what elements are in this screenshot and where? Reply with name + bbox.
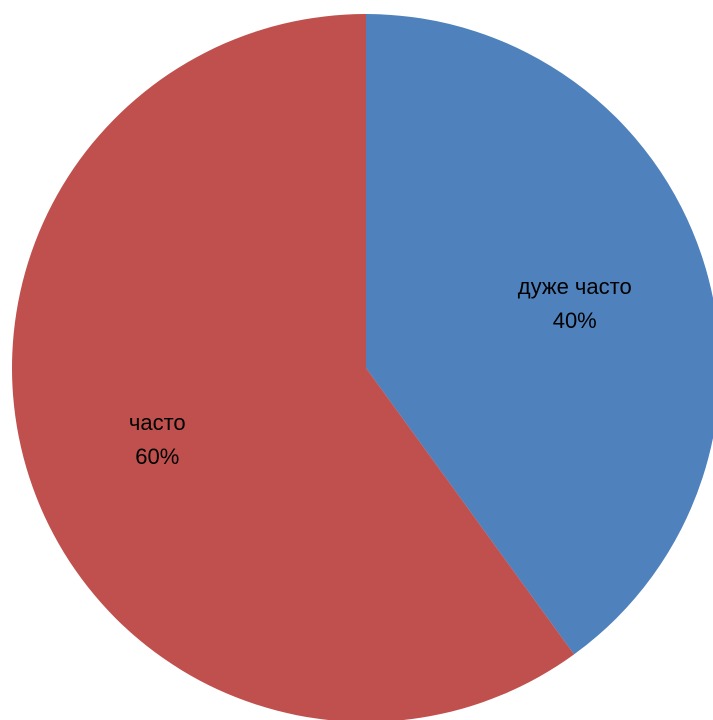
pie-slices	[12, 14, 713, 720]
slice-value-label-1: 60%	[135, 444, 179, 469]
pie-labels: дуже часто 40% часто 60%	[129, 274, 632, 469]
slice-value-label-0: 40%	[553, 308, 597, 333]
slice-label-0: дуже часто	[518, 274, 632, 299]
pie-slice-0	[366, 14, 713, 655]
pie-slice-1	[12, 14, 575, 720]
slice-label-1: часто	[129, 410, 186, 435]
